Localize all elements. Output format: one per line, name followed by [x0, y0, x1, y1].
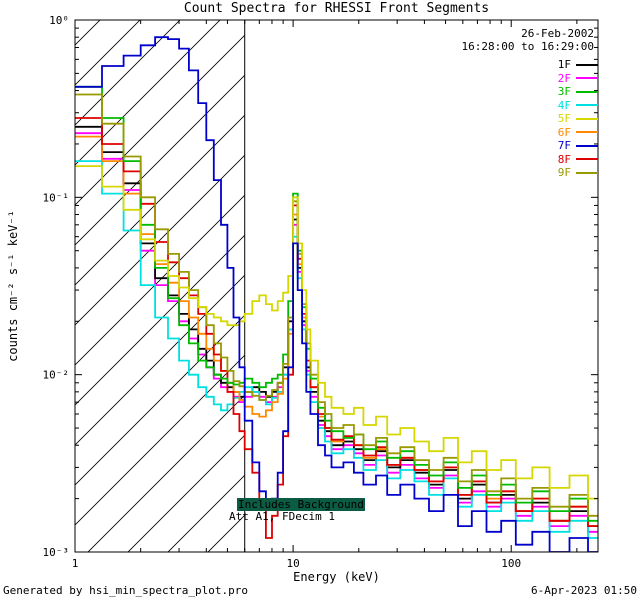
legend-line-swatch	[576, 171, 598, 174]
legend-line-swatch	[576, 90, 598, 93]
legend-line-swatch	[576, 144, 598, 147]
legend-label: 4F	[557, 98, 571, 112]
axis-ticks	[74, 19, 598, 553]
legend-line-swatch	[576, 77, 598, 80]
legend-item-5f: 5F	[558, 112, 598, 126]
legend-label: 8F	[557, 152, 571, 166]
legend-label: 9F	[557, 166, 571, 180]
legend-line-swatch	[576, 63, 598, 66]
plot-frame	[74, 19, 599, 553]
y-tick-label: 10⁻³	[43, 546, 70, 559]
legend-label: 1F	[557, 58, 571, 72]
series-line-5f	[75, 165, 598, 500]
y-tick-label: 10⁻²	[43, 369, 70, 382]
legend-line-swatch	[576, 117, 598, 120]
series-line-1f	[75, 125, 598, 527]
y-tick-label: 10⁻¹	[43, 191, 70, 204]
legend-item-1f: 1F	[558, 58, 598, 72]
series-group	[75, 36, 598, 552]
attenuator-note: Att A1, FDecim 1	[229, 510, 335, 523]
x-axis-label: Energy (keV)	[293, 570, 380, 584]
chart-title: Count Spectra for RHESSI Front Segments	[183, 1, 490, 16]
series-line-3f	[75, 85, 598, 522]
legend-label: 7F	[557, 139, 571, 153]
legend-label: 2F	[557, 71, 571, 85]
legend-item-8f: 8F	[558, 153, 598, 167]
observation-header: 26-Feb-2002 16:28:00 to 16:29:00	[462, 27, 594, 53]
legend-line-swatch	[576, 131, 598, 134]
y-tick-label: 10⁰	[49, 14, 69, 27]
render-timestamp: 6-Apr-2023 01:50	[531, 584, 637, 597]
legend-label: 6F	[557, 125, 571, 139]
legend-item-6f: 6F	[558, 126, 598, 140]
legend-item-2f: 2F	[558, 72, 598, 86]
observation-time-range: 16:28:00 to 16:29:00	[461, 40, 594, 53]
detector-legend: 1F 2F 3F 4F 5F 6F 7F 8F	[558, 58, 598, 180]
generated-by-text: Generated by hsi_min_spectra_plot.pro	[3, 584, 249, 597]
series-line-8f	[75, 117, 598, 539]
legend-item-3f: 3F	[558, 85, 598, 99]
x-tick-label: 1	[72, 557, 79, 570]
series-line-4f	[75, 160, 598, 539]
series-line-7f	[75, 36, 598, 552]
legend-line-swatch	[576, 104, 598, 107]
legend-line-swatch	[576, 158, 598, 161]
includes-background-note: Includes Background	[237, 498, 365, 511]
legend-item-4f: 4F	[558, 99, 598, 113]
legend-item-7f: 7F	[558, 139, 598, 153]
x-tick-label: 10	[286, 557, 299, 570]
y-axis-label: counts cm⁻² s⁻¹ keV⁻¹	[6, 210, 20, 362]
legend-item-9f: 9F	[558, 166, 598, 180]
legend-label: 5F	[557, 112, 571, 126]
series-line-2f	[75, 132, 598, 533]
x-tick-label: 100	[501, 557, 521, 570]
legend-label: 3F	[557, 85, 571, 99]
observation-date: 26-Feb-2002	[521, 27, 594, 40]
